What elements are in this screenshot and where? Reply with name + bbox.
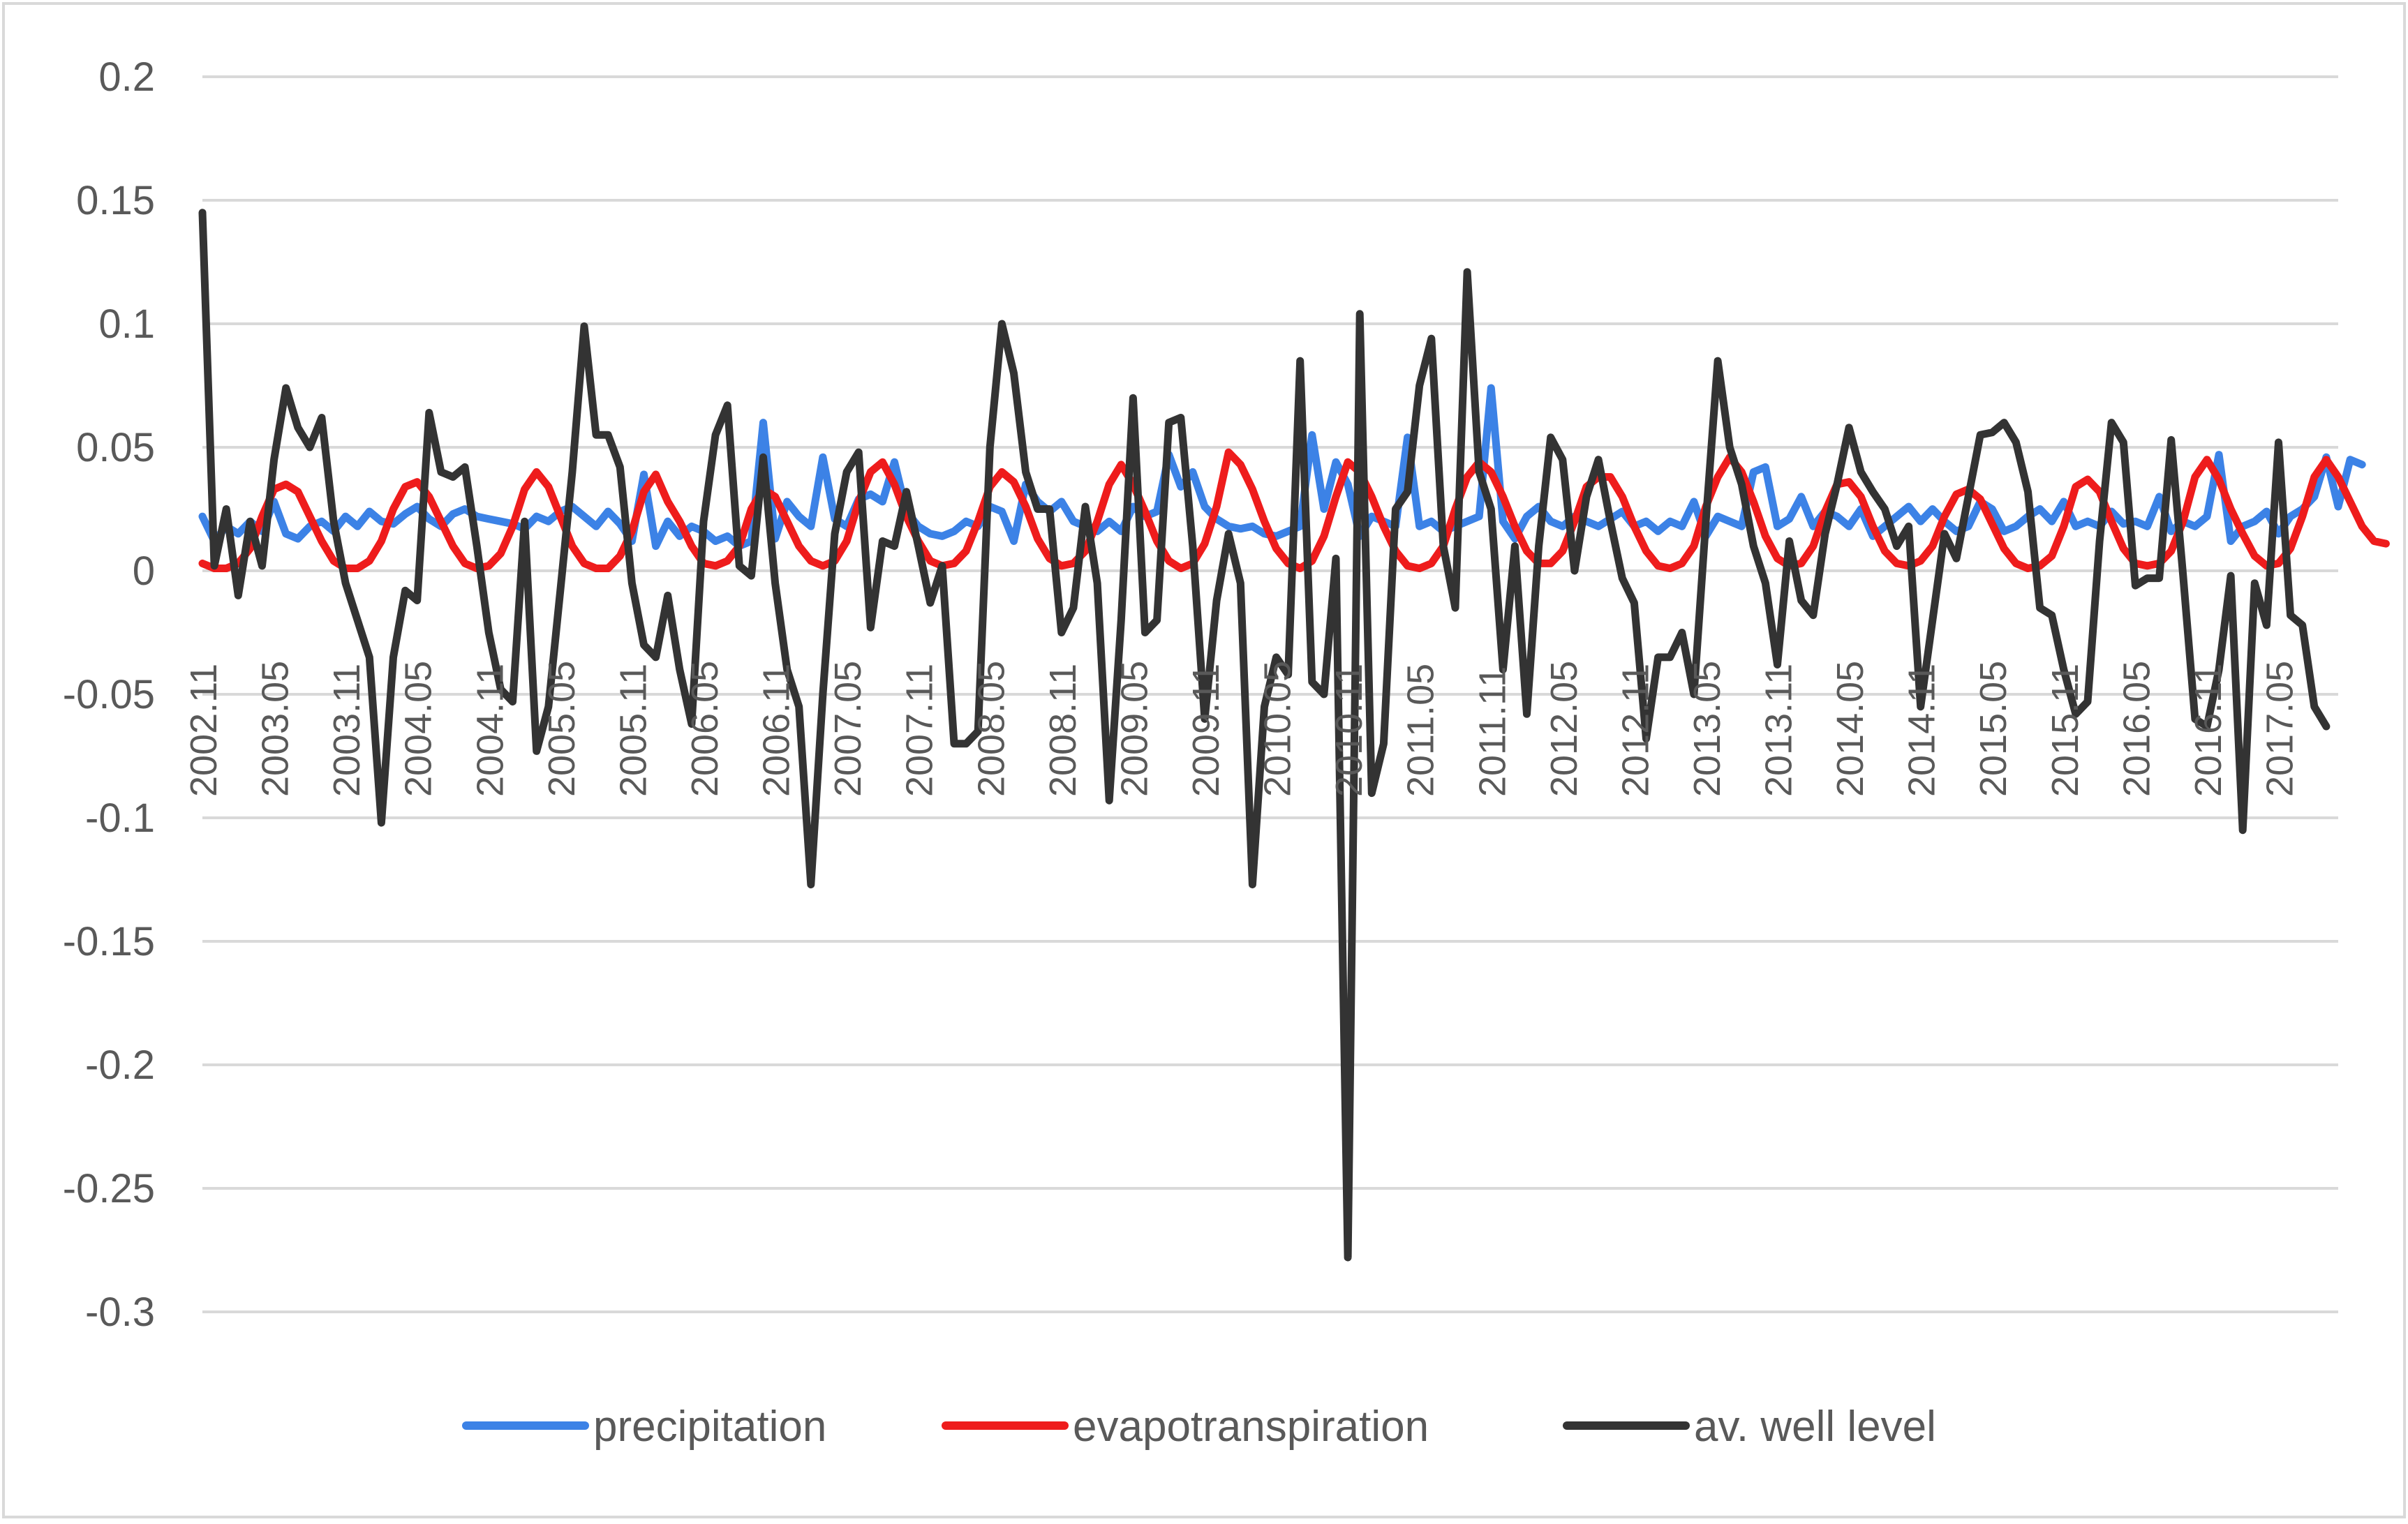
legend-label-evapotranspiration: evapotranspiration [1073, 1403, 1429, 1451]
x-tick-label: 2012.05 [1543, 661, 1585, 797]
x-tick-label: 2013.05 [1686, 661, 1728, 797]
x-tick-label: 2007.11 [899, 664, 941, 797]
y-tick-label: 0.15 [76, 178, 155, 223]
x-tick-label: 2008.11 [1042, 664, 1084, 797]
x-tick-label: 2010.11 [1328, 664, 1370, 797]
x-tick-label: 2011.05 [1400, 664, 1442, 797]
x-tick-label: 2005.05 [541, 661, 583, 797]
x-tick-label: 2009.11 [1185, 664, 1227, 797]
y-tick-label: -0.2 [85, 1043, 155, 1088]
x-tick-label: 2004.11 [469, 664, 511, 797]
x-tick-label: 2003.05 [255, 661, 297, 797]
x-tick-label: 2006.11 [756, 664, 798, 797]
x-tick-label: 2017.05 [2259, 661, 2301, 797]
y-tick-label: -0.1 [85, 795, 155, 841]
gridlines [202, 75, 2338, 1313]
y-tick-label: 0.1 [98, 301, 155, 347]
y-tick-label: -0.05 [63, 672, 155, 717]
x-tick-label: 2002.11 [183, 664, 225, 797]
y-tick-label: -0.15 [63, 919, 155, 964]
y-axis-tick-labels: 0.2 0.15 0.1 0.05 0 -0.05 -0.1 -0.15 -0.2 -0.25 -0… [63, 54, 155, 1335]
x-tick-label: 2003.11 [326, 664, 368, 797]
y-tick-label: -0.3 [85, 1290, 155, 1335]
x-tick-label: 2007.05 [827, 661, 869, 797]
x-tick-label: 2012.11 [1614, 664, 1656, 797]
y-tick-label: 0.05 [76, 425, 155, 470]
x-tick-label: 2008.05 [970, 661, 1012, 797]
x-tick-label: 2015.11 [2044, 664, 2086, 797]
x-tick-label: 2014.05 [1829, 661, 1871, 797]
legend-label-precipitation: precipitation [593, 1403, 826, 1451]
series-lines [198, 209, 2390, 1262]
x-tick-label: 2010.05 [1257, 661, 1299, 797]
series-line-precipitation [198, 384, 2366, 551]
x-tick-label: 2016.05 [2116, 661, 2157, 797]
x-tick-label: 2015.05 [1972, 661, 2014, 797]
x-tick-label: 2016.11 [2187, 664, 2229, 797]
y-tick-label: 0 [133, 548, 155, 594]
x-tick-label: 2005.11 [612, 664, 654, 797]
y-tick-label: -0.25 [63, 1166, 155, 1211]
x-axis-tick-labels: 2002.11 2003.05 2003.11 2004.05 2004.11 2005.… [183, 661, 2301, 797]
x-tick-label: 2006.05 [684, 661, 726, 797]
x-tick-label: 2013.11 [1758, 664, 1800, 797]
x-tick-label: 2009.05 [1113, 661, 1155, 797]
legend: precipitation evapotranspiration av. well … [462, 1403, 1936, 1451]
legend-label-av-well-level: av. well level [1694, 1403, 1936, 1451]
series-line-av-well-level [198, 209, 2331, 1262]
y-tick-label: 0.2 [98, 54, 155, 100]
x-tick-label: 2014.11 [1901, 664, 1943, 797]
x-tick-label: 2011.11 [1471, 666, 1513, 797]
x-tick-label: 2004.05 [398, 661, 440, 797]
